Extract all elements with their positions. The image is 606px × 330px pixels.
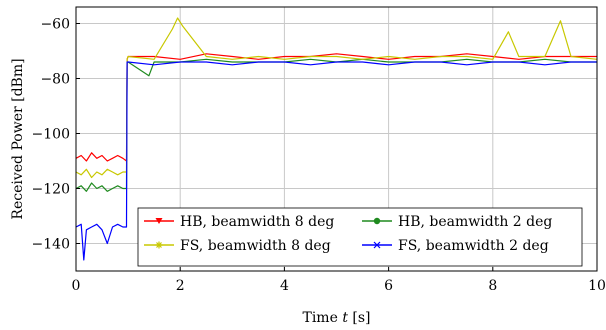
x-tick-label: 10 <box>588 278 606 294</box>
series-line-2 <box>75 17 598 179</box>
y-tick-label: −140 <box>32 237 70 253</box>
y-tick-label: −100 <box>32 127 70 143</box>
plot-frame <box>75 6 598 272</box>
x-axis-label-prefix: Time <box>302 310 342 326</box>
series-line-1 <box>75 58 597 192</box>
x-tick-label: 0 <box>72 278 81 294</box>
legend-item-3: FS, beamwidth 2 deg <box>362 238 549 254</box>
y-tick-label: −120 <box>32 182 70 198</box>
legend-marker-triangle <box>155 218 163 224</box>
x-tick-label: 6 <box>384 278 393 294</box>
legend-item-0: HB, beamwidth 8 deg <box>144 214 334 230</box>
legend-item-1: HB, beamwidth 2 deg <box>362 214 552 230</box>
legend-label: HB, beamwidth 8 deg <box>180 214 334 230</box>
x-axis-label: Time t [s] <box>302 310 370 326</box>
y-axis-label: Received Power [dBm] <box>10 58 26 219</box>
y-tick-label: −80 <box>40 72 70 88</box>
legend: HB, beamwidth 8 deg HB, beamwidth 2 deg FS… <box>137 207 583 267</box>
series-line-3 <box>75 61 597 261</box>
x-tick-label: 8 <box>488 278 497 294</box>
x-axis-label-variable: t <box>342 310 348 326</box>
x-tick-label: 4 <box>280 278 289 294</box>
axis-ticks: 0 2 4 6 8 10 −140 −120 −100 −80 −60 <box>32 17 606 295</box>
x-tick-label: 2 <box>176 278 185 294</box>
y-tick-label: −60 <box>40 17 70 33</box>
legend-item-2: FS, beamwidth 8 deg <box>144 238 331 254</box>
legend-marker-circle <box>373 217 381 225</box>
legend-marker-x <box>373 241 381 249</box>
legend-box <box>137 207 583 267</box>
series-lines <box>75 17 598 261</box>
legend-marker-star <box>155 241 163 249</box>
legend-label: FS, beamwidth 8 deg <box>180 238 331 254</box>
legend-label: HB, beamwidth 2 deg <box>398 214 552 230</box>
legend-label: FS, beamwidth 2 deg <box>398 238 549 254</box>
x-axis-label-unit: [s] <box>348 310 371 326</box>
series-line-0 <box>75 53 597 162</box>
